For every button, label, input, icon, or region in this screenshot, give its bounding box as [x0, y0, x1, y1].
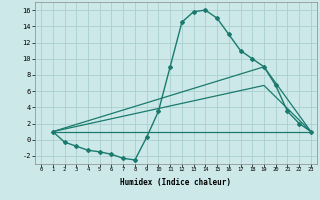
X-axis label: Humidex (Indice chaleur): Humidex (Indice chaleur)	[121, 178, 231, 187]
